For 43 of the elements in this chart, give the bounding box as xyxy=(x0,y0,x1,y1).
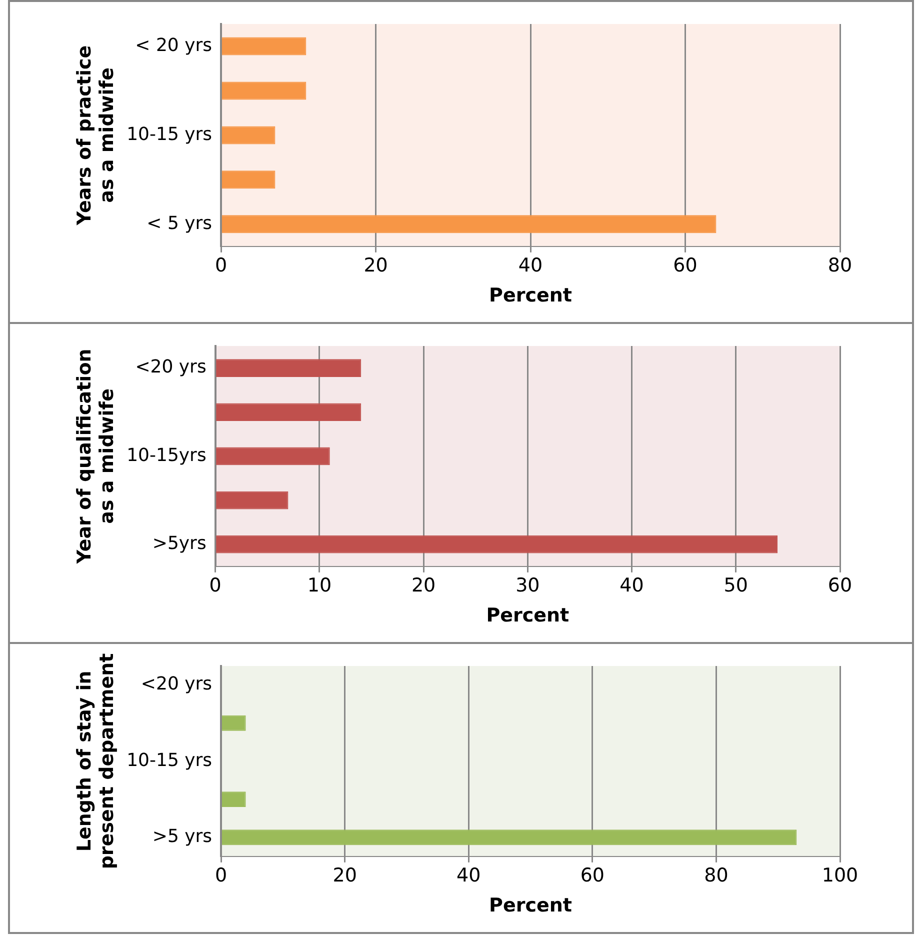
x-tick-label: 60 xyxy=(673,254,698,277)
y-tick-label: < 5 yrs xyxy=(146,212,212,234)
x-tick-label: 30 xyxy=(516,574,540,597)
x-axis-title: Percent xyxy=(489,284,572,307)
x-axis-title: Percent xyxy=(489,894,572,917)
x-axis-title: Percent xyxy=(486,604,570,627)
bar xyxy=(216,535,778,554)
x-tick-label: 20 xyxy=(411,574,436,597)
x-tick-label: 20 xyxy=(364,254,388,277)
x-tick-label: 80 xyxy=(704,864,728,887)
x-tick-label: 20 xyxy=(332,864,357,887)
x-tick-label: 40 xyxy=(518,254,543,277)
x-tick-label: 40 xyxy=(456,864,481,887)
bar xyxy=(216,359,362,377)
bar xyxy=(216,491,288,510)
x-tick-label: 0 xyxy=(215,864,228,887)
x-tick-label: 10 xyxy=(307,574,332,597)
bar xyxy=(216,447,330,466)
y-axis-title: Length of stay in present department xyxy=(73,653,118,870)
x-tick-label: 40 xyxy=(620,574,644,597)
x-tick-label: 0 xyxy=(215,254,228,277)
bar xyxy=(222,215,716,234)
x-tick-label: 100 xyxy=(822,864,858,887)
y-tick-label: >5 yrs xyxy=(152,826,212,848)
bar xyxy=(222,82,306,100)
x-tick-label: 60 xyxy=(828,574,852,597)
x-tick-label: 50 xyxy=(724,574,748,597)
y-tick-label: <20 yrs xyxy=(140,674,212,695)
bar xyxy=(222,37,306,56)
x-tick-label: 60 xyxy=(580,864,605,887)
bar xyxy=(222,126,276,144)
bar xyxy=(216,403,362,422)
y-tick-label: 10-15 yrs xyxy=(126,750,212,771)
x-tick-label: 0 xyxy=(209,574,222,597)
y-axis-title: Years of practice as a midwife xyxy=(73,45,118,226)
x-tick-label: 80 xyxy=(828,254,852,277)
y-tick-label: < 20 yrs xyxy=(135,34,212,56)
y-tick-label: 10-15yrs xyxy=(126,444,206,466)
y-tick-label: >5yrs xyxy=(152,533,206,554)
y-tick-label: <20 yrs xyxy=(135,356,206,378)
y-axis-title: Year of qualification as a midwife xyxy=(73,348,118,565)
bar xyxy=(222,170,276,189)
y-tick-label: 10-15 yrs xyxy=(126,124,212,145)
